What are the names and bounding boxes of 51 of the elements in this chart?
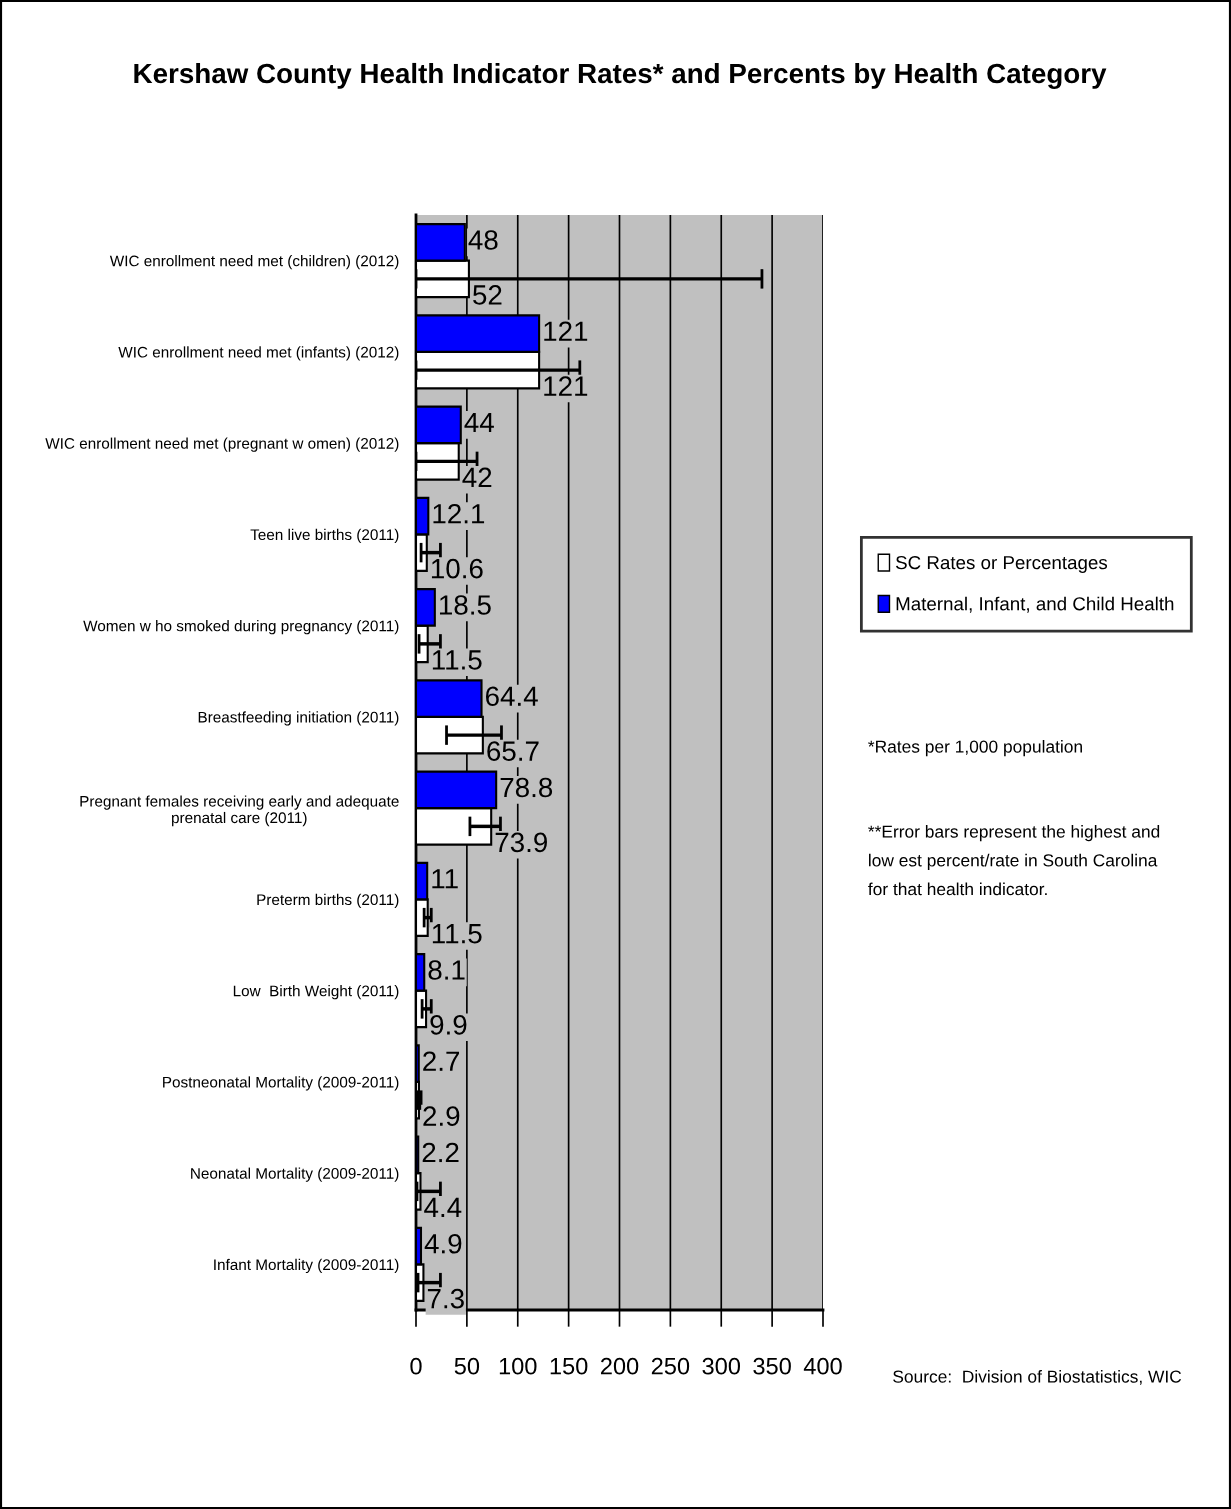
x-tick-label: 200 <box>600 1357 639 1375</box>
y-tick-label: Pregnant females receiving early and adequate prenatal care (2011) <box>80 795 399 827</box>
data-label: 7.3 <box>427 1288 464 1309</box>
data-label: 42 <box>462 467 492 487</box>
data-label: 64.4 <box>485 686 538 707</box>
y-tick-label: WIC enrollment need met (pregnant w omen) (2012) <box>45 437 399 452</box>
data-label: 65.7 <box>487 741 539 761</box>
data-label: 48 <box>468 230 498 250</box>
x-tick-label: 50 <box>454 1357 480 1375</box>
x-tick-label: 400 <box>803 1357 842 1375</box>
y-tick-label: Postneonatal Mortality (2009-2011) <box>163 1076 399 1091</box>
y-tick-label: Preterm births (2011) <box>257 893 399 909</box>
data-label: 10.6 <box>431 558 483 579</box>
data-label: 11.5 <box>432 924 482 944</box>
data-label: 52 <box>473 285 502 305</box>
text: **Error bars represent the highest and low est percent/rate in South Carolina for that health indicator. <box>868 825 1160 896</box>
data-label: 73.9 <box>495 832 547 853</box>
x-tick-label: 0 <box>410 1357 422 1375</box>
y-tick-label: Infant Mortality (2009-2011) <box>214 1258 399 1274</box>
data-label: 121 <box>544 376 588 396</box>
data-label: 18.5 <box>439 595 491 615</box>
x-tick-label: 100 <box>499 1357 537 1375</box>
x-tick-label: 150 <box>550 1357 588 1375</box>
data-label: 4.4 <box>424 1197 462 1217</box>
data-label: 4.9 <box>424 1233 462 1254</box>
data-label: 121 <box>544 321 588 341</box>
data-label: 12.1 <box>433 503 485 524</box>
data-label: 78.8 <box>500 777 553 798</box>
y-tick-label: Women w ho smoked during pregnancy (2011) <box>83 620 399 635</box>
data-label: 8.1 <box>428 960 465 980</box>
y-tick-label: Teen live births (2011) <box>250 528 399 544</box>
data-label: 11 <box>432 869 458 889</box>
y-tick-label: WIC enrollment need met (infants) (2012) <box>118 346 399 361</box>
chart-title: Kershaw County Health Indicator Rates* and Percents by Health Category <box>134 62 1107 89</box>
y-tick-label: Breastfeeding initiation (2011) <box>198 711 399 726</box>
data-label: 9.9 <box>430 1015 467 1035</box>
data-label: 2.9 <box>423 1106 460 1126</box>
y-tick-label: WIC enrollment need met (children) (2012) <box>109 255 399 270</box>
x-tick-label: 250 <box>651 1357 690 1375</box>
legend-label: Maternal, Infant, and Child Health <box>896 596 1174 613</box>
x-tick-label: 350 <box>753 1357 791 1375</box>
legend-label: SC Rates or Percentages <box>895 555 1108 573</box>
y-tick-label: Low Birth Weight (2011) <box>233 985 399 1000</box>
data-label: 11.5 <box>432 650 482 670</box>
data-label: 44 <box>464 412 494 433</box>
source-note: Source: Division of Biostatistics, WIC <box>893 1370 1182 1385</box>
x-tick-label: 300 <box>702 1357 741 1375</box>
text: *Rates per 1,000 population <box>868 740 1082 757</box>
y-tick-label: Neonatal Mortality (2009-2011) <box>191 1167 399 1182</box>
data-label: 2.2 <box>422 1142 459 1163</box>
data-label: 2.7 <box>423 1051 460 1071</box>
